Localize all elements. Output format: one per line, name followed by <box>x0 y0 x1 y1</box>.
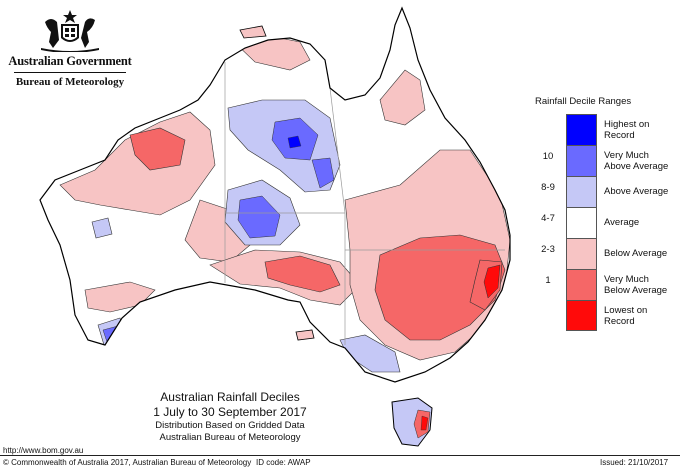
map-note-method: Distribution Based on Gridded Data <box>155 420 305 431</box>
legend-label: Lowest on Record <box>604 304 648 327</box>
legend-item-average: 4-7 Average <box>536 207 676 238</box>
region-lowest-nsw-coast <box>483 264 501 299</box>
map-title-block: Australian Rainfall Deciles 1 July to 30… <box>100 390 360 444</box>
government-logo: Australian Government Bureau of Meteorol… <box>8 8 132 88</box>
legend-label: Very Much Below Average <box>604 273 668 296</box>
government-name: Australian Government <box>8 54 132 68</box>
coastline-mainland <box>39 6 511 383</box>
region-very-above-nt-east <box>311 157 335 189</box>
legend-swatch-very-below <box>566 269 597 300</box>
legend-swatch-highest <box>566 114 597 145</box>
legend-swatch-below <box>566 238 597 269</box>
kangaroo-island <box>295 329 315 341</box>
legend-swatch-above <box>566 176 597 207</box>
state-boundaries <box>224 62 505 345</box>
copyright-notice: © Commonwealth of Australia 2017, Austra… <box>3 458 252 467</box>
legend-range: 1 <box>545 275 551 286</box>
legend: Highest on Record 10 Very Much Above Avera… <box>536 114 676 331</box>
bureau-name: Bureau of Meteorology <box>15 76 125 88</box>
coat-of-arms-icon <box>41 10 99 52</box>
legend-item-above: 8-9 Above Average <box>536 176 676 207</box>
legend-label: Below Average <box>604 248 668 259</box>
region-very-above-central <box>237 195 281 239</box>
boundary-nt-qld <box>329 87 346 214</box>
footer-divider <box>0 455 680 456</box>
melville-island <box>239 25 267 39</box>
legend-label: Highest on Record <box>604 118 650 141</box>
legend-item-highest: Highest on Record <box>536 114 676 145</box>
legend-item-very-above: 10 Very Much Above Average <box>536 145 676 176</box>
legend-label: Very Much Above Average <box>604 149 669 172</box>
issued-date: Issued: 21/10/2017 <box>600 458 669 467</box>
region-lowest-tasmania-east <box>420 415 429 431</box>
legend-title: Rainfall Decile Ranges <box>535 96 632 107</box>
legend-swatch-lowest <box>566 300 597 331</box>
region-very-below-southern-interior <box>264 255 341 293</box>
legend-item-lowest: Lowest on Record <box>536 300 676 331</box>
legend-item-very-below: 1 Very Much Below Average <box>536 269 676 300</box>
legend-range: 4-7 <box>541 213 555 224</box>
region-above-west <box>91 217 113 239</box>
map-period: 1 July to 30 September 2017 <box>153 405 307 419</box>
legend-label: Above Average <box>604 186 669 197</box>
region-below-cape-york <box>379 69 426 126</box>
region-highest-nt <box>287 135 302 149</box>
legend-range: 10 <box>542 151 554 162</box>
legend-swatch-average <box>566 207 597 238</box>
bom-website-link[interactable]: http://www.bom.gov.au <box>3 446 84 455</box>
id-code: ID code: AWAP <box>256 458 311 467</box>
legend-item-below: 2-3 Below Average <box>536 238 676 269</box>
legend-swatch-very-above <box>566 145 597 176</box>
map-title: Australian Rainfall Deciles <box>160 390 300 404</box>
region-very-below-northwest <box>129 127 186 171</box>
legend-range: 2-3 <box>541 244 555 255</box>
map-note-source: Australian Bureau of Meteorology <box>159 432 301 443</box>
region-very-below-southeast <box>374 234 506 341</box>
logo-divider <box>14 72 126 73</box>
legend-label: Average <box>604 217 640 228</box>
legend-range: 8-9 <box>541 182 555 193</box>
